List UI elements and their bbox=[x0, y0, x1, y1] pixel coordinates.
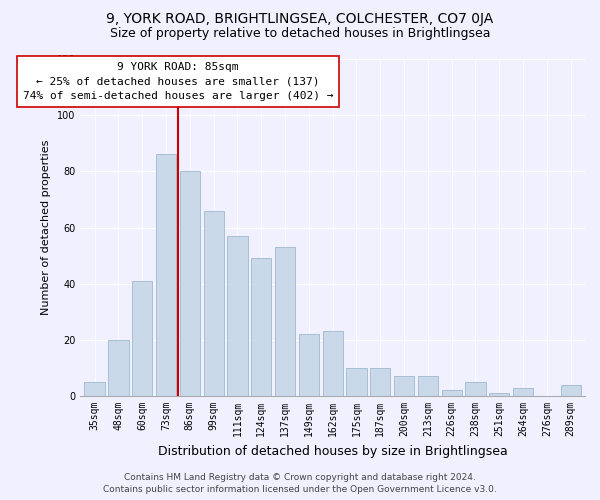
Bar bbox=[156, 154, 176, 396]
Bar bbox=[85, 382, 105, 396]
Bar bbox=[251, 258, 271, 396]
Bar bbox=[394, 376, 414, 396]
Bar bbox=[108, 340, 128, 396]
Bar bbox=[370, 368, 391, 396]
Bar bbox=[466, 382, 485, 396]
Bar bbox=[275, 247, 295, 396]
Bar bbox=[346, 368, 367, 396]
Text: 9 YORK ROAD: 85sqm
← 25% of detached houses are smaller (137)
74% of semi-detach: 9 YORK ROAD: 85sqm ← 25% of detached hou… bbox=[23, 62, 333, 102]
Bar bbox=[489, 393, 509, 396]
Text: Size of property relative to detached houses in Brightlingsea: Size of property relative to detached ho… bbox=[110, 28, 490, 40]
Text: 9, YORK ROAD, BRIGHTLINGSEA, COLCHESTER, CO7 0JA: 9, YORK ROAD, BRIGHTLINGSEA, COLCHESTER,… bbox=[106, 12, 494, 26]
Bar bbox=[132, 281, 152, 396]
Bar bbox=[442, 390, 462, 396]
Bar bbox=[180, 172, 200, 396]
Bar bbox=[299, 334, 319, 396]
Text: Contains HM Land Registry data © Crown copyright and database right 2024.
Contai: Contains HM Land Registry data © Crown c… bbox=[103, 473, 497, 494]
Bar bbox=[560, 385, 581, 396]
Bar bbox=[323, 332, 343, 396]
Bar bbox=[418, 376, 438, 396]
X-axis label: Distribution of detached houses by size in Brightlingsea: Distribution of detached houses by size … bbox=[158, 444, 508, 458]
Bar bbox=[227, 236, 248, 396]
Bar bbox=[513, 388, 533, 396]
Bar bbox=[203, 210, 224, 396]
Y-axis label: Number of detached properties: Number of detached properties bbox=[41, 140, 52, 315]
